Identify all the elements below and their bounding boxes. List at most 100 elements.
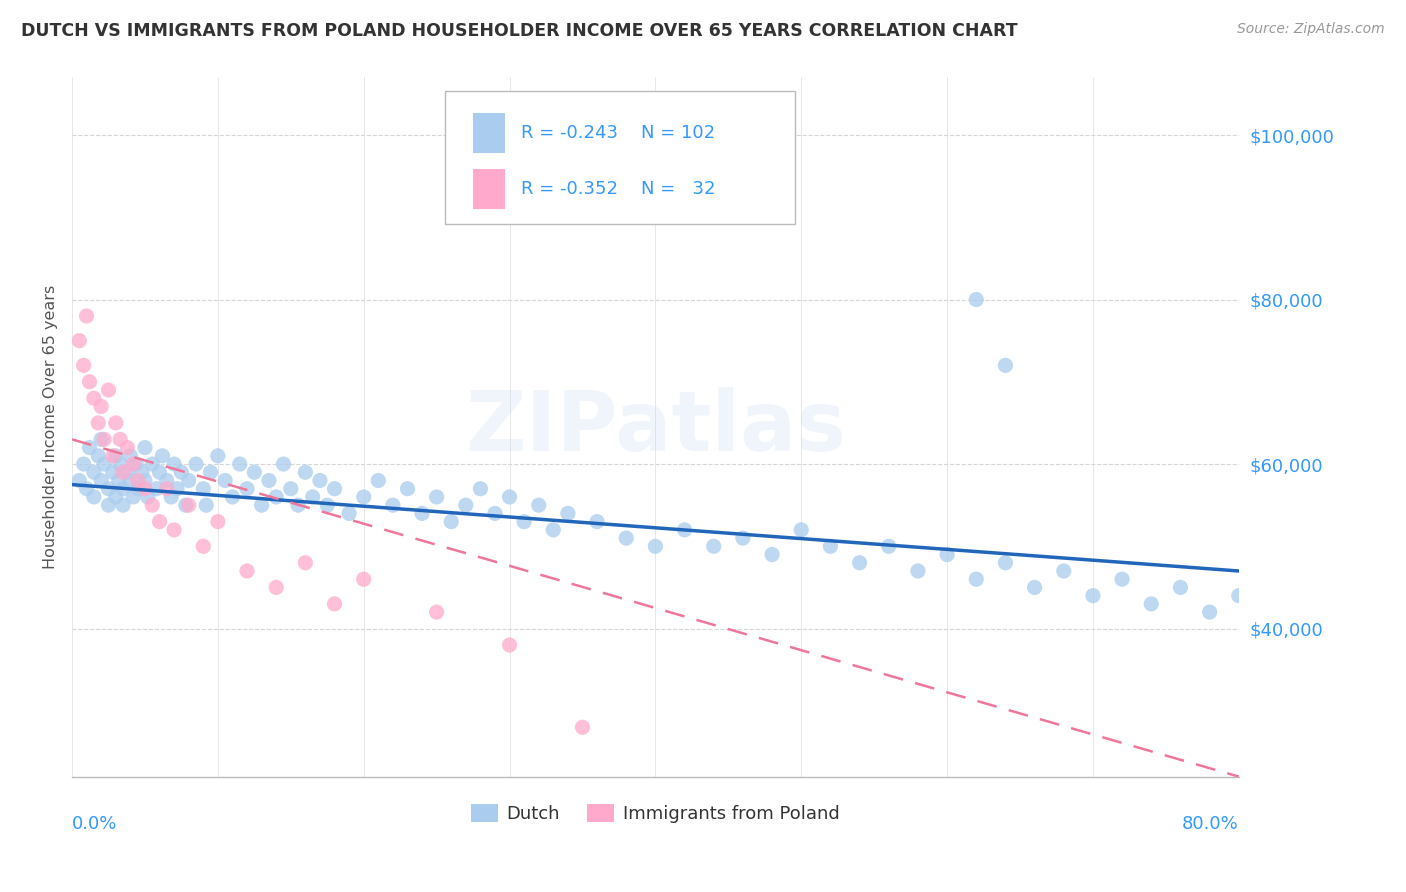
Point [470,482,492,496]
Point [141,457,163,471]
Point [108,457,131,471]
Point [83,490,105,504]
Point [148,465,170,479]
Point [323,482,346,496]
Point [134,482,156,496]
Point [1053,564,1076,578]
Point [101,465,124,479]
Point [586,515,609,529]
Point [90,433,112,447]
Point [87,416,110,430]
Point [67,334,90,348]
Point [1227,589,1250,603]
Point [294,556,316,570]
Point [1170,581,1192,595]
Y-axis label: Householder Income Over 65 years: Householder Income Over 65 years [44,285,58,569]
Point [127,474,149,488]
Point [353,490,375,504]
Point [127,482,149,496]
Point [1140,597,1163,611]
Point [994,556,1017,570]
Point [177,498,200,512]
Text: ZIPatlas: ZIPatlas [465,386,846,467]
Point [117,465,139,479]
Point [148,515,170,529]
Point [571,720,593,734]
Point [163,523,186,537]
Legend: Dutch, Immigrants from Poland: Dutch, Immigrants from Poland [464,797,848,830]
Point [396,482,419,496]
Point [309,474,332,488]
Point [112,465,135,479]
Point [156,474,179,488]
Point [440,515,463,529]
Point [83,465,105,479]
Point [936,548,959,562]
Point [381,498,404,512]
Point [790,523,813,537]
Point [152,449,174,463]
Point [264,490,287,504]
Point [177,474,200,488]
Point [104,416,127,430]
Point [257,474,280,488]
Point [1081,589,1104,603]
Point [97,482,120,496]
Point [83,391,105,405]
Point [90,400,112,414]
Point [93,457,115,471]
Point [93,433,115,447]
Point [136,490,159,504]
Point [287,498,309,512]
Point [273,457,295,471]
Point [174,498,197,512]
Point [498,490,520,504]
Point [221,490,243,504]
Point [1198,605,1220,619]
Text: DUTCH VS IMMIGRANTS FROM POLAND HOUSEHOLDER INCOME OVER 65 YEARS CORRELATION CHA: DUTCH VS IMMIGRANTS FROM POLAND HOUSEHOL… [21,22,1018,40]
Point [131,465,153,479]
Point [264,581,287,595]
Point [125,457,148,471]
Text: R = -0.352    N =   32: R = -0.352 N = 32 [522,180,716,198]
Point [703,539,725,553]
Point [108,433,131,447]
Point [141,498,163,512]
Point [145,482,167,496]
Point [820,539,842,553]
Point [97,383,120,397]
Point [117,441,139,455]
Point [236,564,259,578]
Text: Source: ZipAtlas.com: Source: ZipAtlas.com [1237,22,1385,37]
Point [76,482,98,496]
Point [965,572,987,586]
Point [673,523,696,537]
Point [166,482,188,496]
Point [104,490,127,504]
Point [614,531,637,545]
Text: 0.0%: 0.0% [72,815,117,833]
Point [1111,572,1133,586]
Point [104,449,127,463]
Point [170,465,193,479]
Point [79,375,101,389]
Point [134,474,156,488]
Point [207,449,229,463]
Point [1024,581,1046,595]
Point [543,523,565,537]
Point [557,507,579,521]
Point [294,465,316,479]
Point [156,482,179,496]
Point [454,498,477,512]
Point [120,449,142,463]
Point [122,457,145,471]
Point [513,515,536,529]
Point [112,482,135,496]
Text: R = -0.243    N = 102: R = -0.243 N = 102 [522,124,716,143]
Point [193,482,215,496]
Point [323,597,346,611]
Text: 80.0%: 80.0% [1182,815,1239,833]
Point [112,498,135,512]
FancyBboxPatch shape [446,91,796,224]
Point [527,498,550,512]
